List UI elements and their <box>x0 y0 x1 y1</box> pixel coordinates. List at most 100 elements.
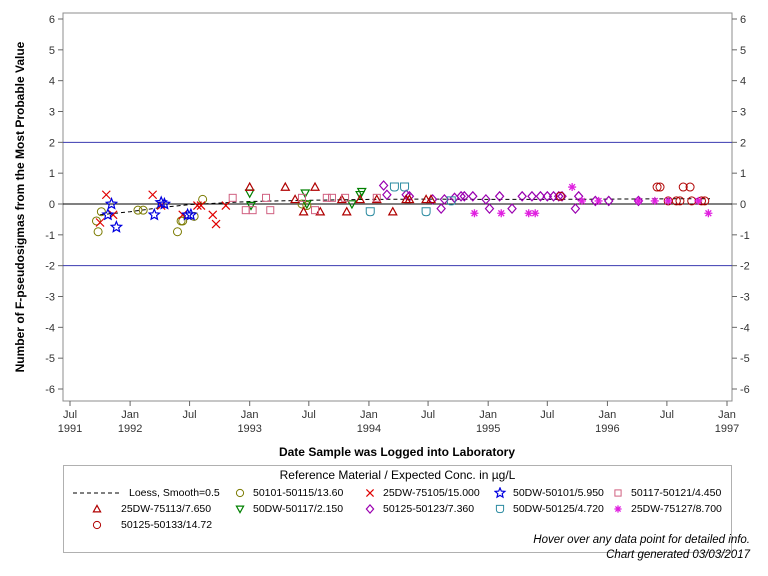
data-point[interactable] <box>147 207 161 221</box>
legend-marker[interactable] <box>235 505 245 514</box>
data-point[interactable] <box>297 193 306 202</box>
data-point[interactable] <box>568 183 577 192</box>
legend-marker[interactable] <box>92 520 102 530</box>
data-point[interactable] <box>96 207 106 217</box>
data-point[interactable] <box>459 190 470 202</box>
data-point[interactable] <box>221 201 231 210</box>
data-point[interactable] <box>211 219 221 229</box>
data-point[interactable] <box>300 189 311 199</box>
data-point[interactable] <box>542 190 553 202</box>
data-point[interactable] <box>436 203 446 215</box>
data-point[interactable] <box>404 194 415 204</box>
data-point[interactable] <box>387 206 398 216</box>
data-point[interactable] <box>678 182 688 192</box>
data-point[interactable] <box>421 207 431 217</box>
data-point[interactable] <box>553 190 564 202</box>
data-point[interactable] <box>400 182 410 192</box>
data-point[interactable] <box>346 200 357 210</box>
data-point[interactable] <box>389 182 399 192</box>
data-point[interactable] <box>109 220 124 233</box>
data-point[interactable] <box>248 206 257 215</box>
data-point[interactable] <box>192 201 202 210</box>
data-point[interactable] <box>652 182 662 192</box>
data-point[interactable] <box>371 194 382 204</box>
data-point[interactable] <box>91 216 101 226</box>
data-point[interactable] <box>244 181 255 191</box>
data-point[interactable] <box>302 201 312 211</box>
data-point[interactable] <box>172 227 182 237</box>
data-point[interactable] <box>328 193 337 202</box>
data-point[interactable] <box>421 194 432 204</box>
data-point[interactable] <box>266 206 275 215</box>
data-point[interactable] <box>355 194 366 204</box>
data-point[interactable] <box>280 181 291 191</box>
data-point[interactable] <box>481 193 491 205</box>
data-point[interactable] <box>517 190 527 202</box>
data-point[interactable] <box>650 196 659 205</box>
data-point[interactable] <box>570 203 581 215</box>
data-point[interactable] <box>497 209 506 218</box>
data-point[interactable] <box>341 193 350 202</box>
data-point[interactable] <box>468 190 478 202</box>
data-point[interactable] <box>446 196 456 206</box>
data-point[interactable] <box>494 190 505 202</box>
data-point[interactable] <box>685 182 695 192</box>
legend-marker[interactable] <box>495 504 505 514</box>
data-point[interactable] <box>382 189 392 201</box>
data-point[interactable] <box>484 203 495 215</box>
data-point[interactable] <box>634 196 643 205</box>
data-point[interactable] <box>311 206 320 215</box>
data-point[interactable] <box>101 207 115 221</box>
data-point[interactable] <box>208 210 218 220</box>
data-point[interactable] <box>95 218 105 227</box>
data-point[interactable] <box>577 196 586 205</box>
legend-marker[interactable] <box>235 488 245 498</box>
data-point[interactable] <box>507 203 517 215</box>
data-point[interactable] <box>372 193 381 202</box>
data-point[interactable] <box>704 209 713 218</box>
data-point[interactable] <box>297 199 307 209</box>
data-point[interactable] <box>365 207 375 217</box>
data-point[interactable] <box>378 180 389 191</box>
data-point[interactable] <box>228 193 237 202</box>
data-point[interactable] <box>557 190 567 202</box>
data-point[interactable] <box>133 205 143 215</box>
data-point[interactable] <box>664 196 673 205</box>
data-point[interactable] <box>425 194 437 204</box>
data-point[interactable] <box>178 216 188 226</box>
data-point[interactable] <box>93 227 103 237</box>
data-point[interactable] <box>310 181 321 191</box>
data-point[interactable] <box>470 209 479 218</box>
data-point[interactable] <box>524 209 533 218</box>
data-point[interactable] <box>341 206 352 216</box>
data-point[interactable] <box>138 205 148 215</box>
data-point[interactable] <box>535 190 546 202</box>
data-point[interactable] <box>336 194 347 204</box>
data-point[interactable] <box>633 195 644 207</box>
data-point[interactable] <box>603 195 614 207</box>
legend-marker[interactable] <box>614 505 622 513</box>
data-point[interactable] <box>104 196 119 210</box>
data-point[interactable] <box>675 196 685 206</box>
data-point[interactable] <box>301 200 312 210</box>
legend-marker[interactable] <box>494 487 507 499</box>
data-point[interactable] <box>531 209 540 218</box>
legend-marker[interactable] <box>365 488 375 498</box>
legend-marker[interactable] <box>614 489 622 497</box>
data-point[interactable] <box>527 190 537 202</box>
data-point[interactable] <box>694 196 703 205</box>
legend-marker[interactable] <box>365 503 375 515</box>
data-point[interactable] <box>671 196 681 206</box>
data-point[interactable] <box>196 201 206 210</box>
data-point[interactable] <box>148 190 158 200</box>
data-point[interactable] <box>245 201 257 211</box>
data-point[interactable] <box>101 190 111 200</box>
legend-marker[interactable] <box>92 504 102 513</box>
data-point[interactable] <box>555 191 565 201</box>
data-point[interactable] <box>184 207 198 221</box>
data-point[interactable] <box>594 196 603 205</box>
data-point[interactable] <box>655 182 665 192</box>
data-point[interactable] <box>262 193 271 202</box>
data-point[interactable] <box>322 193 331 202</box>
data-point[interactable] <box>298 206 309 216</box>
